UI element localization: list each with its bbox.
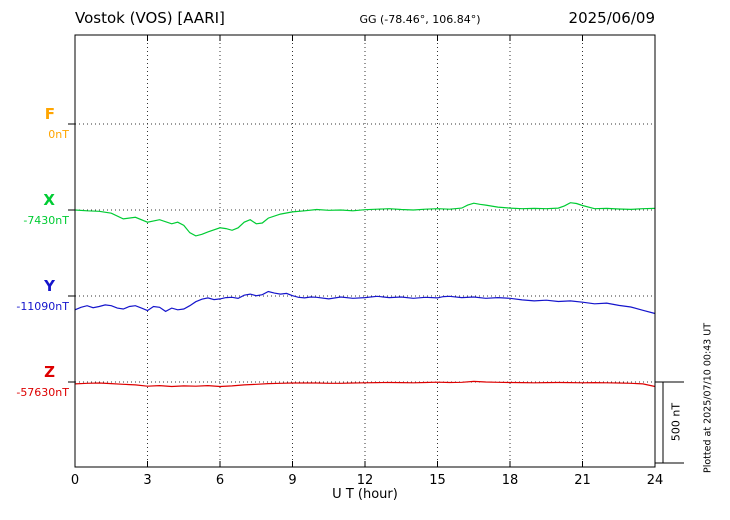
component-baseline-value: -7430nT <box>23 214 69 227</box>
plot-date: 2025/06/09 <box>568 9 655 27</box>
x-tick-label: 18 <box>502 473 519 488</box>
scale-bar-label: 500 nT <box>669 402 683 442</box>
geo-coords: GG (-78.46°, 106.84°) <box>359 13 481 26</box>
x-tick-label: 3 <box>143 473 151 488</box>
component-letter: Z <box>44 363 55 381</box>
x-tick-label: 6 <box>216 473 224 488</box>
component-baseline-value: -11090nT <box>16 300 69 313</box>
component-letter: Y <box>43 277 56 295</box>
x-tick-label: 24 <box>647 473 664 488</box>
trace-Z <box>74 380 656 388</box>
x-tick-label: 21 <box>574 473 591 488</box>
component-baseline-value: 0nT <box>48 128 69 141</box>
trace-X <box>74 202 656 237</box>
component-letter: X <box>43 191 55 209</box>
x-tick-label: 15 <box>429 473 446 488</box>
trace-Y <box>74 290 656 315</box>
x-tick-label: 0 <box>71 473 79 488</box>
station-title: Vostok (VOS) [AARI] <box>75 9 225 27</box>
x-axis-label: U T (hour) <box>332 487 398 502</box>
plotted-at-note: Plotted at 2025/07/10 00:43 UT <box>702 322 714 474</box>
component-baseline-value: -57630nT <box>16 386 69 399</box>
x-tick-label: 9 <box>288 473 296 488</box>
plot-frame <box>74 34 656 468</box>
x-tick-label: 12 <box>357 473 374 488</box>
component-letter: F <box>45 105 55 123</box>
